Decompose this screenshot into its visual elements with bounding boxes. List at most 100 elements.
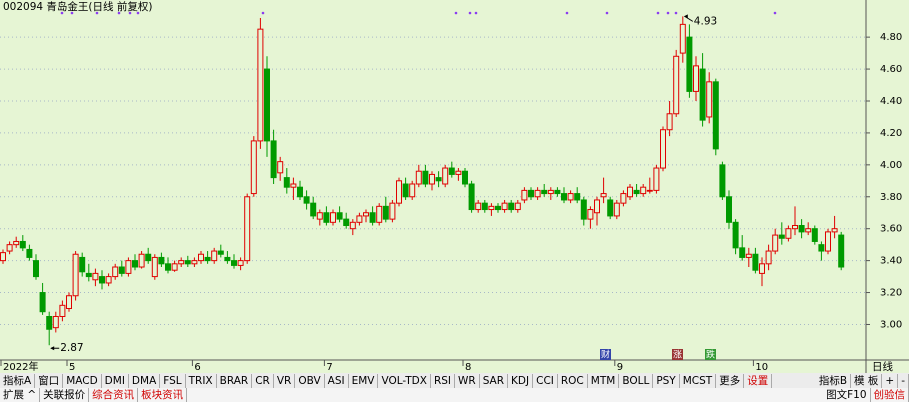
annotation-arrowhead bbox=[683, 14, 688, 19]
tab[interactable]: - bbox=[898, 373, 909, 388]
tab[interactable]: BOLL bbox=[619, 373, 654, 388]
tab[interactable]: WR bbox=[455, 373, 480, 388]
tab[interactable]: 创验信 bbox=[871, 388, 909, 402]
tab[interactable]: FSL bbox=[160, 373, 186, 388]
tab[interactable]: ASI bbox=[325, 373, 349, 388]
candle-body bbox=[765, 250, 772, 265]
tab[interactable]: MCST bbox=[680, 373, 717, 388]
tab[interactable]: MACD bbox=[63, 373, 102, 388]
y-tick-label: 4.80 bbox=[880, 32, 902, 43]
candle-body bbox=[620, 193, 627, 204]
icon-bg bbox=[600, 349, 611, 360]
candle-body bbox=[19, 240, 26, 249]
candle-body bbox=[217, 250, 224, 255]
candle-body bbox=[792, 225, 798, 230]
candle-body bbox=[145, 253, 152, 262]
candle-body bbox=[244, 196, 251, 262]
tab[interactable]: DMA bbox=[129, 373, 161, 388]
candle-body bbox=[429, 173, 435, 185]
candle-body bbox=[178, 260, 185, 265]
icon[interactable]: 跌 bbox=[706, 350, 715, 361]
tab[interactable]: 关联报价 bbox=[40, 388, 90, 402]
tab[interactable]: 指标A bbox=[0, 373, 36, 388]
tab[interactable]: ROC bbox=[558, 373, 588, 388]
candle-body bbox=[646, 189, 653, 192]
candle-body bbox=[693, 65, 699, 92]
candle-body bbox=[640, 186, 647, 195]
candle-body bbox=[382, 205, 389, 220]
tab[interactable]: EMV bbox=[349, 373, 379, 388]
candle-body bbox=[356, 215, 363, 223]
candle-body bbox=[745, 253, 752, 258]
tab[interactable]: OBV bbox=[295, 373, 325, 388]
icon[interactable]: 财 bbox=[601, 349, 610, 361]
tab[interactable]: TRIX bbox=[186, 373, 217, 388]
tab[interactable]: PSY bbox=[653, 373, 680, 388]
tab[interactable]: + bbox=[882, 373, 899, 388]
candle-body bbox=[13, 240, 20, 246]
candle-body bbox=[488, 205, 495, 211]
candle-body bbox=[448, 167, 455, 175]
candle-body bbox=[831, 228, 838, 233]
candle-body bbox=[297, 186, 303, 198]
icon[interactable]: 涨 bbox=[673, 350, 682, 361]
candle-body bbox=[435, 177, 442, 182]
tab[interactable]: 扩展 ^ bbox=[0, 388, 41, 402]
tab[interactable]: VR bbox=[274, 373, 296, 388]
x-tick-label: 6 bbox=[194, 362, 200, 373]
tab[interactable]: DMI bbox=[102, 373, 129, 388]
candle-body bbox=[514, 202, 521, 211]
candle-body bbox=[838, 234, 845, 268]
tab[interactable]: 指标B bbox=[816, 373, 852, 388]
candle-body bbox=[198, 253, 204, 262]
y-tick-label: 3.00 bbox=[880, 319, 902, 330]
candle-body bbox=[343, 218, 350, 227]
candle-body bbox=[118, 266, 125, 274]
candle-body bbox=[52, 315, 59, 329]
candle-body bbox=[475, 202, 482, 211]
tab[interactable]: KDJ bbox=[508, 373, 534, 388]
tab[interactable]: MTM bbox=[588, 373, 620, 388]
candle-body bbox=[422, 170, 429, 185]
x-tick-label: 7 bbox=[326, 362, 332, 373]
tab[interactable]: 综合资讯 bbox=[89, 388, 139, 402]
tab[interactable]: SAR bbox=[480, 373, 509, 388]
candle-body bbox=[237, 260, 244, 266]
candle-body bbox=[99, 276, 105, 284]
x-tick-label: 9 bbox=[617, 362, 623, 373]
tab[interactable]: CR bbox=[252, 373, 274, 388]
candle-body bbox=[798, 225, 805, 233]
tab[interactable]: 更多 bbox=[716, 373, 745, 388]
candle-body bbox=[462, 170, 468, 185]
candle-body bbox=[501, 202, 508, 211]
candle-body bbox=[607, 199, 614, 217]
candle-body bbox=[600, 193, 607, 198]
tab[interactable]: VOL-TDX bbox=[378, 373, 431, 388]
tab[interactable]: RSI bbox=[431, 373, 455, 388]
tab[interactable]: 模 板 bbox=[851, 373, 883, 388]
candle-body bbox=[481, 202, 488, 211]
candle-body bbox=[825, 231, 831, 252]
tab[interactable]: 窗口 bbox=[35, 373, 64, 388]
candle-body bbox=[33, 260, 39, 278]
tab[interactable]: BRAR bbox=[217, 373, 253, 388]
tab[interactable]: CCI bbox=[533, 373, 558, 388]
tab[interactable]: 设置 bbox=[744, 373, 773, 388]
candle-body bbox=[627, 186, 633, 198]
candle-body bbox=[224, 256, 231, 262]
candle-body bbox=[112, 266, 119, 278]
candle-body bbox=[495, 205, 501, 211]
candle-body bbox=[138, 253, 145, 268]
tab[interactable]: 板块资讯 bbox=[138, 388, 188, 402]
candle-body bbox=[303, 196, 310, 204]
candle-body bbox=[521, 189, 528, 201]
candle-body bbox=[580, 199, 587, 220]
candle-body bbox=[330, 212, 336, 223]
candle-body bbox=[158, 256, 165, 265]
annotation: 2.87 bbox=[60, 342, 83, 354]
tab[interactable]: 图文F10 bbox=[823, 388, 871, 402]
candle-body bbox=[673, 55, 680, 115]
candle-body bbox=[85, 272, 92, 278]
y-tick-label: 3.40 bbox=[880, 256, 902, 267]
